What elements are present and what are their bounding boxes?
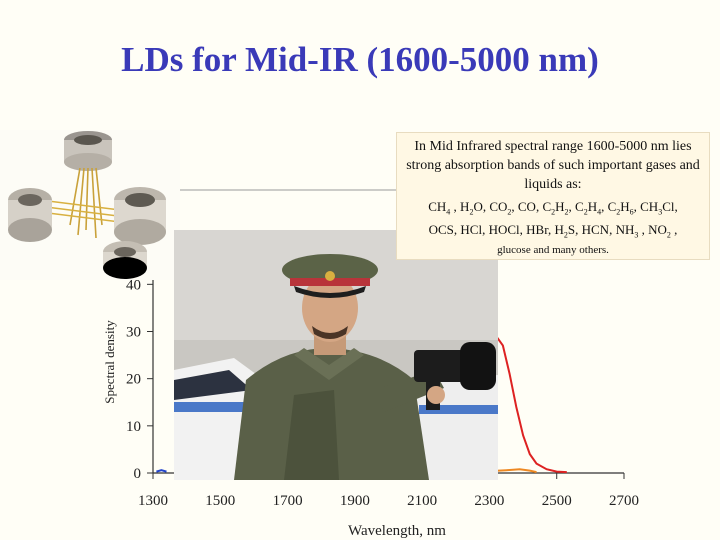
y-tick-label: 0 bbox=[134, 466, 142, 482]
series-line-6 bbox=[495, 335, 567, 474]
y-tick-label: 10 bbox=[126, 419, 141, 435]
gases-list-line-3: glucose and many others. bbox=[497, 244, 609, 257]
x-tick-label: 1300 bbox=[138, 493, 168, 509]
y-tick-label: 30 bbox=[126, 325, 141, 341]
gases-list-line-1: CH4 , H2O, CO2, CO, C2H2, C2H4, C2H6, CH… bbox=[428, 199, 678, 217]
y-axis-label: Spectral density bbox=[102, 320, 117, 404]
x-axis-label: Wavelength, nm bbox=[348, 523, 446, 539]
x-tick-label: 1700 bbox=[273, 493, 303, 509]
police-radar-photo bbox=[174, 230, 498, 480]
x-tick-label: 2300 bbox=[474, 493, 504, 509]
x-tick-label: 2700 bbox=[609, 493, 639, 509]
y-tick-label: 40 bbox=[126, 277, 141, 293]
mid-ir-gases-info-box: In Mid Infrared spectral range 1600-5000… bbox=[396, 132, 710, 260]
y-tick-label: 20 bbox=[126, 372, 141, 388]
laser-diode-photo bbox=[0, 130, 180, 280]
info-description: In Mid Infrared spectral range 1600-5000… bbox=[406, 139, 700, 192]
x-tick-label: 2100 bbox=[407, 493, 437, 509]
gases-list-line-2: OCS, HCl, HOCl, HBr, H2S, HCN, NH3 , NO2… bbox=[428, 221, 678, 240]
x-tick-label: 2500 bbox=[542, 493, 572, 509]
x-tick-label: 1900 bbox=[340, 493, 370, 509]
slide-title: LDs for Mid-IR (1600-5000 nm) bbox=[121, 40, 599, 79]
series-line-1 bbox=[156, 469, 167, 473]
x-tick-label: 1500 bbox=[205, 493, 235, 509]
